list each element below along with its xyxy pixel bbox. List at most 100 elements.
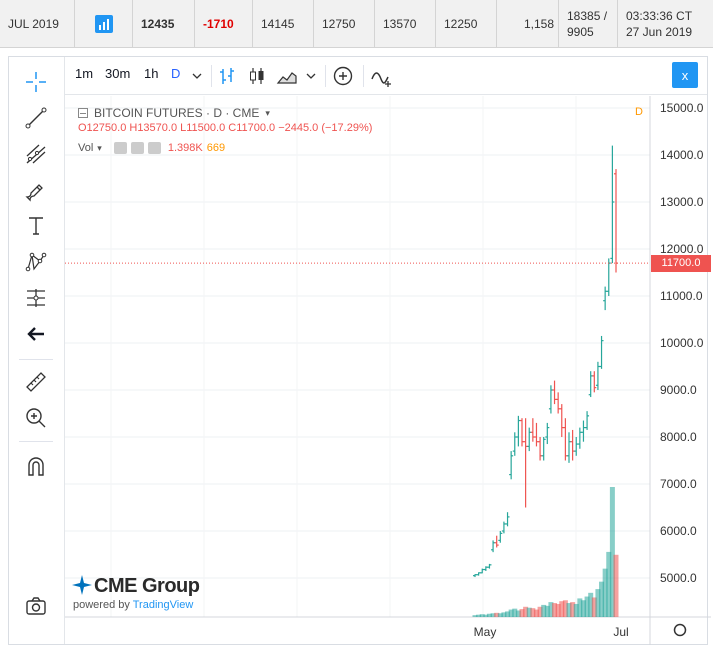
chevron-down-icon[interactable] — [303, 64, 319, 88]
y-tick-label: 9000.0 — [660, 383, 697, 397]
crosshair-icon — [26, 72, 46, 92]
eye-icon[interactable] — [113, 142, 127, 154]
camera-icon — [26, 597, 46, 615]
pitchfork-tool[interactable] — [21, 139, 51, 169]
zoom-in-icon — [26, 408, 46, 428]
interval-1h[interactable]: 1h — [144, 66, 159, 81]
area-style-icon[interactable] — [275, 64, 299, 88]
y-tick-label: 14000.0 — [660, 148, 704, 162]
volume-bar — [519, 609, 525, 617]
magnet-tool[interactable] — [21, 451, 51, 481]
y-tick-label: 5000.0 — [660, 571, 697, 585]
chevron-down-icon[interactable] — [189, 64, 205, 88]
candles-style-icon[interactable] — [245, 64, 269, 88]
y-tick-label: 6000.0 — [660, 524, 697, 538]
y-tick-label: 7000.0 — [660, 477, 697, 491]
measure-tool[interactable] — [21, 367, 51, 397]
volume-bar — [479, 614, 485, 617]
y-tick-label: 10000.0 — [660, 336, 704, 350]
volume-bar — [530, 608, 536, 617]
volume-label[interactable]: Vol — [78, 142, 94, 154]
volume-bar — [497, 613, 503, 617]
volume-bar — [591, 597, 597, 617]
crosshair-tool[interactable] — [21, 67, 51, 97]
volume-bar — [472, 615, 478, 617]
volume-bar — [512, 608, 518, 617]
volume-bar — [515, 610, 521, 617]
brush-tool[interactable] — [21, 175, 51, 205]
volume-bar — [537, 606, 543, 617]
prior-settle: 14145 — [253, 0, 314, 48]
y-tick-label: 15000.0 — [660, 101, 704, 115]
text-icon — [29, 217, 43, 235]
price-change: -1710 — [195, 0, 253, 48]
contract-month[interactable]: JUL 2019 — [0, 0, 75, 48]
volume-bar — [584, 596, 590, 617]
chart-legend-title[interactable]: BITCOIN FUTURES · D · CME ▾ — [78, 106, 270, 120]
bid-ask: 18385 / 9905 — [559, 0, 618, 48]
volume-bar — [490, 613, 496, 617]
volume: 1,158 — [497, 0, 559, 48]
ruler-icon — [26, 372, 46, 392]
compare-icon[interactable] — [369, 64, 395, 88]
volume-bar — [570, 602, 576, 617]
interval-1m[interactable]: 1m — [75, 66, 94, 81]
volume-bar — [544, 605, 550, 617]
gear-icon[interactable] — [130, 142, 144, 154]
time-text: 03:33:36 CT — [626, 9, 693, 23]
close-icon[interactable] — [147, 142, 161, 154]
low-price: 12250 — [436, 0, 497, 48]
chart-button[interactable] — [75, 0, 133, 48]
prediction-icon — [27, 289, 45, 307]
zoom-tool[interactable] — [21, 403, 51, 433]
x-tick-label: May — [474, 625, 497, 639]
x-tick-label: Jul — [613, 625, 628, 639]
brush-icon — [25, 184, 43, 202]
volume-bar — [523, 606, 529, 617]
symbol-title: BITCOIN FUTURES · D · CME — [94, 106, 260, 120]
prediction-tool[interactable] — [21, 283, 51, 313]
screenshot-tool[interactable] — [21, 591, 51, 621]
volume-bar — [609, 487, 615, 617]
volume-bar — [555, 603, 561, 617]
bid-ask-line-1: 18385 / — [567, 9, 608, 23]
add-indicator-icon[interactable] — [331, 64, 355, 88]
high-price: 13570 — [375, 0, 436, 48]
interval-d[interactable]: D — [171, 66, 181, 81]
powered-by-text: powered by — [73, 599, 130, 611]
powered-by: powered by TradingView — [73, 599, 193, 611]
cme-logo-text: CME Group — [94, 575, 200, 597]
updated-time: 03:33:36 CT 27 Jun 2019 — [618, 0, 713, 48]
gear-icon[interactable] — [673, 623, 687, 637]
interval-30m[interactable]: 30m — [105, 66, 131, 81]
trend-line-icon — [25, 107, 47, 129]
y-tick-label: 11000.0 — [660, 289, 703, 303]
volume-bar — [562, 600, 568, 617]
trend-line-tool[interactable] — [21, 103, 51, 133]
y-tick-label: 13000.0 — [660, 195, 704, 209]
chart-widget: 1m 30m 1h D — [8, 56, 708, 645]
pattern-icon — [25, 252, 47, 272]
text-tool[interactable] — [21, 211, 51, 241]
pattern-tool[interactable] — [21, 247, 51, 277]
drawing-toolbar — [9, 57, 65, 644]
volume-bar — [548, 602, 554, 617]
volume-bar — [613, 554, 619, 617]
collapse-legend-icon[interactable] — [78, 108, 88, 118]
chevron-down-icon[interactable]: ▾ — [97, 142, 102, 153]
y-tick-label: 12000.0 — [660, 242, 704, 256]
back-tool[interactable] — [21, 319, 51, 349]
cme-logo-icon — [72, 575, 92, 595]
volume-bar — [501, 612, 507, 617]
volume-bar — [602, 568, 608, 617]
interval-flag: D — [635, 106, 643, 118]
volume-bar — [580, 600, 586, 617]
chevron-down-icon[interactable]: ▾ — [265, 107, 270, 118]
volume-bar — [541, 604, 547, 617]
bars-style-icon[interactable] — [215, 64, 239, 88]
open-price: 12750 — [314, 0, 375, 48]
close-button[interactable]: x — [672, 62, 698, 88]
tradingview-link[interactable]: TradingView — [132, 599, 194, 611]
volume-bar — [476, 614, 482, 617]
